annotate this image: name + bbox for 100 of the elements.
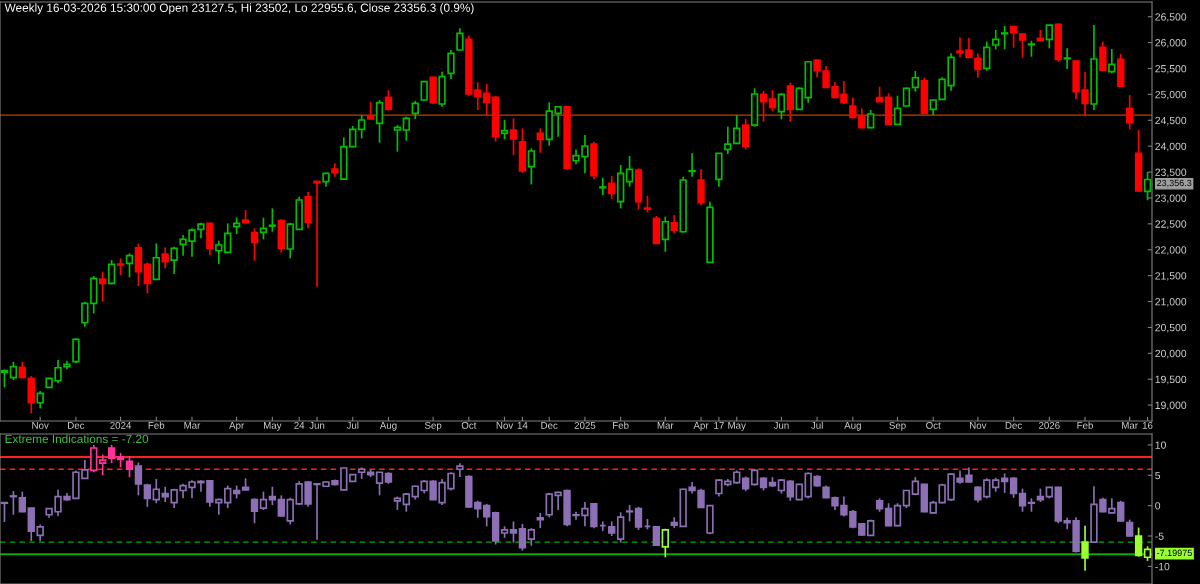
candlestick [134, 242, 143, 287]
x-tick-label: Oct [926, 421, 941, 429]
candlestick [1009, 476, 1018, 499]
candlestick [1063, 47, 1071, 70]
y-tick-label: 26,000 [1155, 39, 1187, 48]
x-tick-label: Aug [844, 422, 861, 431]
candlestick [670, 214, 678, 235]
x-tick-label: Aug [379, 422, 397, 431]
x-tick-label: 2026 [1038, 421, 1060, 429]
candlestick [456, 27, 464, 51]
y-tick-label: 21,000 [1155, 298, 1187, 307]
candlestick [786, 479, 795, 502]
candlestick [777, 92, 786, 121]
candlestick [375, 99, 384, 144]
y-tick-label: 26,500 [1155, 13, 1187, 22]
x-tick-label: Apr [693, 422, 709, 431]
candlestick [277, 494, 285, 518]
x-tick-label: Dec [68, 422, 85, 429]
candlestick [250, 497, 259, 525]
chart-title: Extreme Indications = -7.20 [5, 434, 149, 444]
candlestick [527, 147, 536, 186]
candlestick [697, 168, 705, 206]
candlestick [18, 490, 27, 514]
y-tick-label: 25,000 [1155, 90, 1187, 100]
candlestick [536, 127, 544, 154]
candlestick [224, 222, 232, 254]
candlestick [1125, 94, 1134, 131]
x-tick-label: Jun [309, 422, 325, 429]
candlestick [634, 506, 643, 531]
x-tick-label: 16 [1142, 421, 1153, 429]
candlestick [893, 502, 902, 528]
candlestick [483, 83, 491, 117]
x-tick-label: Mar [1122, 422, 1138, 429]
x-tick-label: Sep [889, 421, 906, 431]
candlestick [500, 119, 509, 141]
y-tick-label: 19,000 [1155, 401, 1187, 411]
y-tick-label: 20,500 [1155, 323, 1187, 333]
x-tick-label: Apr [229, 422, 245, 431]
x-tick-label: 2024 [110, 421, 132, 429]
candlestick [1018, 32, 1027, 59]
candlestick [447, 49, 455, 80]
x-tick-label: Oct [461, 421, 477, 429]
candlestick [0, 368, 9, 389]
candlestick [1000, 472, 1009, 494]
candlestick [224, 484, 232, 509]
candlestick [974, 52, 982, 79]
y-tick-label: 0 [1155, 502, 1161, 510]
candlestick [509, 117, 518, 156]
y-tick-label: 25,500 [1155, 64, 1187, 74]
x-tick-label: 24 [294, 421, 305, 429]
y-tick-label: 22,000 [1155, 246, 1187, 255]
candlestick [1009, 25, 1018, 49]
candlestick [884, 502, 893, 528]
candlestick [9, 490, 18, 516]
x-tick-label: 2025 [574, 421, 596, 429]
text: 23,356.3 [1157, 179, 1192, 188]
y-tick-label: 24,500 [1155, 116, 1187, 126]
candlestick [1018, 487, 1027, 513]
candlestick [1108, 48, 1116, 75]
candlestick [393, 124, 402, 153]
candlestick [867, 109, 875, 130]
candlestick [599, 176, 607, 196]
candlestick [661, 215, 669, 253]
candlestick [1081, 524, 1089, 572]
y-tick-label: 24,000 [1155, 142, 1187, 152]
candlestick [161, 246, 169, 270]
y-tick-label: -5 [1155, 532, 1164, 540]
y-tick-label: 19,500 [1155, 375, 1187, 385]
candlestick [125, 252, 134, 279]
x-tick-label: May [728, 422, 746, 431]
candlestick [375, 471, 384, 497]
candlestick [0, 501, 9, 523]
candlestick [357, 114, 366, 140]
candlestick [509, 520, 518, 544]
x-tick-label: Sep [424, 421, 442, 431]
x-tick-label: 17 [714, 422, 724, 429]
candlestick [536, 512, 544, 529]
x-tick-label: May [263, 422, 282, 431]
candlestick [170, 245, 178, 275]
x-tick-label: 14 [517, 422, 528, 429]
candlestick [259, 490, 268, 511]
candlestick [99, 270, 107, 303]
candlestick [268, 207, 277, 233]
candlestick [107, 259, 116, 286]
candlestick [143, 261, 152, 295]
candlestick [661, 527, 669, 559]
candlestick [411, 100, 419, 120]
candlestick [1045, 24, 1053, 50]
candlestick [107, 444, 116, 464]
candlestick [313, 180, 321, 288]
candlestick [983, 40, 991, 72]
candlestick [625, 155, 634, 188]
y-tick-label: 23,500 [1155, 168, 1187, 178]
candlestick [1000, 25, 1009, 51]
x-tick-label: Feb [613, 421, 629, 429]
x-tick-label: Dec [541, 422, 558, 429]
x-tick-label: Jul [811, 421, 823, 429]
candlestick [134, 461, 143, 497]
candlestick [759, 90, 768, 123]
candlestick [768, 89, 777, 112]
